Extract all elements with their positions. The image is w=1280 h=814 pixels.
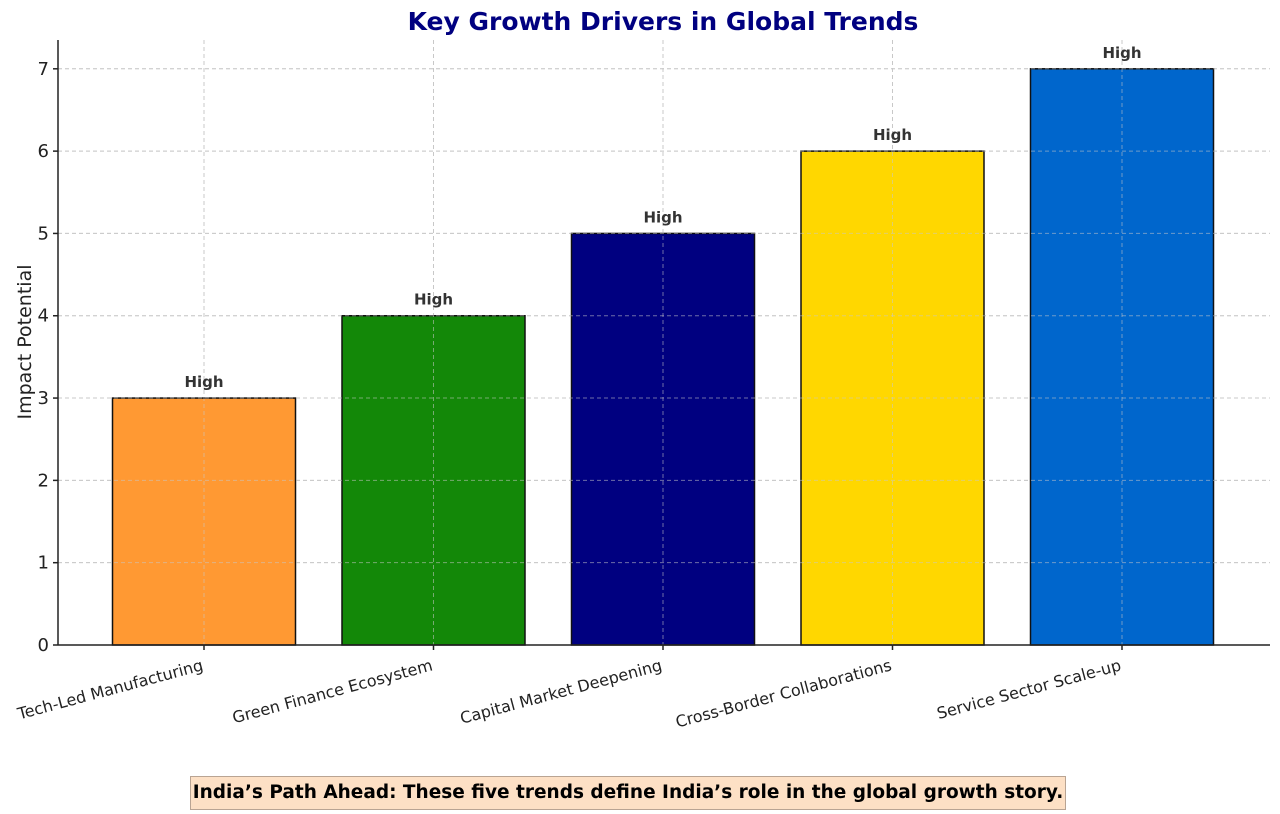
y-tick-label-4: 4 — [38, 306, 49, 327]
data-label-1: High — [414, 291, 453, 309]
axes — [53, 40, 1270, 650]
x-tick-label-3: Cross-Border Collaborations — [673, 656, 893, 732]
y-tick-label-5: 5 — [38, 223, 49, 244]
y-tick-label-1: 1 — [38, 553, 49, 574]
bars — [58, 40, 1270, 646]
y-axis-label: Impact Potential — [14, 265, 36, 420]
x-tick-label-4: Service Sector Scale-up — [935, 656, 1123, 723]
chart-title: Key Growth Drivers in Global Trends — [408, 7, 919, 36]
data-label-0: High — [184, 373, 223, 391]
x-tick-label-0: Tech-Led Manufacturing — [14, 656, 205, 724]
y-tick-label-3: 3 — [38, 388, 49, 409]
x-tick-label-1: Green Finance Ecosystem — [230, 656, 434, 728]
y-tick-label-2: 2 — [38, 470, 49, 491]
x-tick-label-2: Capital Market Deepening — [458, 656, 664, 728]
data-label-2: High — [643, 208, 682, 226]
y-tick-label-0: 0 — [38, 635, 49, 656]
grid-overlay — [58, 40, 1270, 645]
data-label-3: High — [873, 126, 912, 144]
data-label-4: High — [1102, 44, 1141, 62]
y-tick-label-6: 6 — [38, 141, 49, 162]
footnote-box: India’s Path Ahead: These five trends de… — [190, 776, 1066, 810]
y-tick-label-7: 7 — [38, 59, 49, 80]
